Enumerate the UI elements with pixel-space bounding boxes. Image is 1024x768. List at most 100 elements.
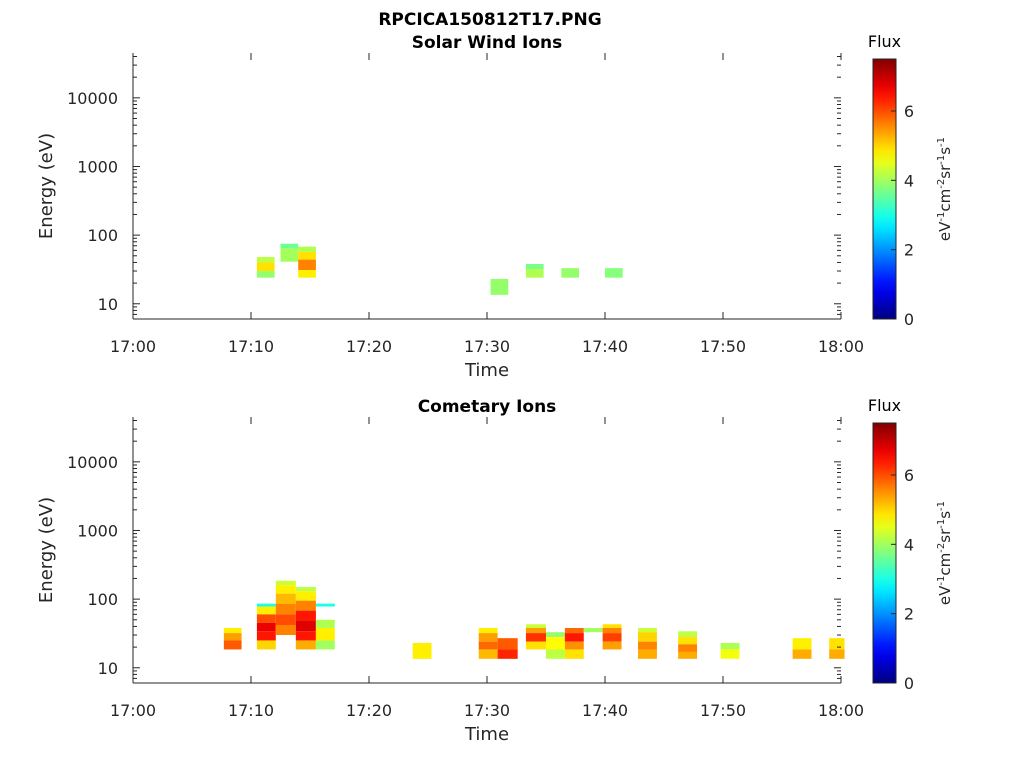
heatmap-cell [223,640,242,650]
x-tick-label: 17:30 [464,701,510,720]
y-tick-label: 10000 [67,89,118,108]
colorbar: Flux 0 2 4 6 eV-1cm-2sr-1s-1 [868,32,954,329]
x-tick-label: 17:40 [582,701,628,720]
heatmap-cell [298,270,316,278]
colorbar: Flux 0 2 4 6 eV-1cm-2sr-1s-1 [868,396,954,693]
x-tick-label: 17:20 [346,337,392,356]
heatmap-cell [638,627,657,633]
heatmap-cell [256,622,276,632]
heatmap-cell [256,640,276,650]
heatmap-cell [295,610,316,622]
heatmap-cell [546,649,565,659]
y-tick-label: 10 [98,659,118,678]
panel-title: Cometary Ions [418,397,557,417]
y-tick-label: 100 [87,226,118,245]
heatmap-cell [256,631,276,641]
x-tick-label: 17:40 [582,337,628,356]
x-tick-label: 18:00 [818,337,864,356]
heatmap-cell [525,263,544,270]
heatmap-cell [525,641,546,650]
heatmap-cell [720,642,740,650]
heatmap-cell [315,640,335,650]
heatmap-cell [792,638,812,650]
heatmap-cell [295,600,316,611]
colorbar-unit-label: eV-1cm-2sr-1s-1 [936,137,954,241]
heatmap-cell [525,627,546,634]
heatmap-cell [275,593,296,604]
panel-title: Solar Wind Ions [412,33,563,53]
heatmap-cell [298,251,316,260]
colorbar-gradient [872,58,897,320]
heatmap-cell [561,268,580,278]
heatmap-cell [638,649,657,659]
heatmap-cell [298,259,316,271]
heatmap-cell [315,627,335,641]
y-tick-label: 10 [98,295,118,314]
heatmap-cell [678,644,698,652]
heatmap-cell [478,641,498,650]
y-tick-label: 1000 [77,157,118,176]
y-tick-label: 10000 [67,453,118,472]
y-tick-label: 1000 [77,521,118,540]
heatmap-cell [678,631,698,638]
heatmap-cell [564,633,584,642]
heatmap-cell [256,603,276,607]
panel-1: Solar Wind Ions 10 100 1000 10000 17:00 17:10 1… [36,32,954,381]
colorbar-title: Flux [868,396,901,415]
heatmap-cells [256,243,623,295]
heatmap-cell [678,637,698,645]
heatmap-cell [295,621,316,632]
colorbar-title: Flux [868,32,901,51]
colorbar-tick-label: 4 [904,171,914,190]
y-tick-label: 100 [87,590,118,609]
heatmap-cell [564,627,584,634]
x-tick-label: 17:10 [228,701,274,720]
colorbar-tick-label: 6 [904,102,914,121]
heatmap-cell [602,633,622,642]
heatmap-cell [497,638,518,650]
figure-title: RPCICA150812T17.PNG [378,10,601,30]
heatmap-cell [256,606,276,615]
x-tick-label: 17:00 [110,337,156,356]
colorbar-gradient [872,422,897,684]
heatmap-cell [298,246,316,252]
heatmap-cell [275,614,296,625]
heatmap-cell [478,649,498,659]
heatmap-cell [602,627,622,634]
heatmap-cell [678,651,698,659]
x-tick-label: 17:50 [700,701,746,720]
heatmap-cell [315,619,335,628]
heatmap-cell [256,271,275,278]
colorbar-tick-label: 2 [904,241,914,260]
heatmap-cell [564,649,584,659]
heatmap-cell [638,632,657,642]
heatmap-cell [280,243,299,248]
heatmap-cell [583,627,603,633]
heatmap-cell [275,624,296,636]
heatmap-cell [564,641,584,650]
heatmap-cell [525,633,546,642]
heatmap-cell [478,627,498,634]
x-tick-label: 18:00 [818,701,864,720]
heatmap-cell [829,649,845,659]
heatmap-cell [295,631,316,641]
heatmap-cell [525,624,546,628]
heatmap-cell [256,257,275,263]
heatmap-cell [223,633,242,641]
heatmap-cell [256,262,275,272]
y-axis-label: Energy (eV) [36,133,57,239]
colorbar-unit-label: eV-1cm-2sr-1s-1 [936,501,954,605]
colorbar-tick-label: 6 [904,466,914,485]
x-tick-label: 17:10 [228,337,274,356]
heatmap-cell [792,649,812,659]
heatmap-cell [546,632,565,638]
heatmap-cell [280,247,299,262]
x-tick-label: 17:50 [700,337,746,356]
heatmap-cell [478,633,498,642]
colorbar-tick-label: 0 [904,674,914,693]
panel-2: Cometary Ions 10 100 1000 10000 17:00 17:10 17:… [36,396,954,745]
colorbar-tick-label: 4 [904,535,914,554]
colorbar-tick-label: 0 [904,310,914,329]
heatmap-cell [295,640,316,650]
